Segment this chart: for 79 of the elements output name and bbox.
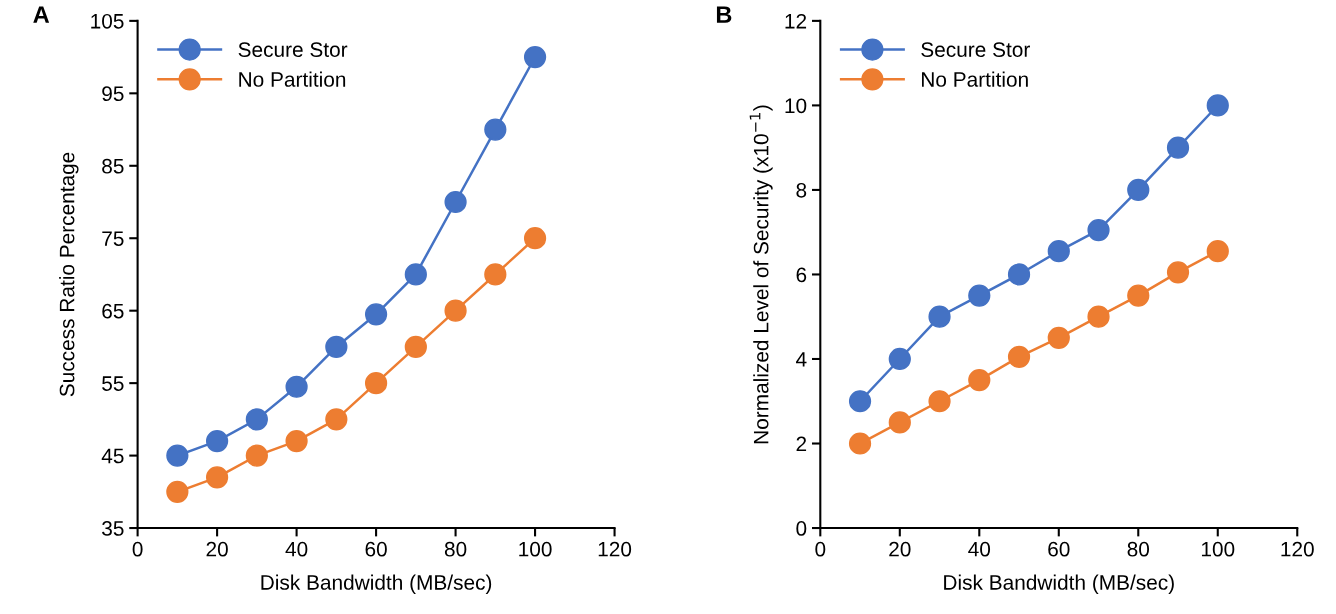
x-axis-title: Disk Bandwidth (MB/sec) — [944, 574, 1174, 594]
x-tick-label: 80 — [1127, 541, 1150, 557]
x-tick-label: 80 — [444, 541, 467, 557]
point — [523, 45, 547, 69]
point — [928, 305, 951, 328]
point — [928, 390, 951, 413]
y-tick-label: 12 — [785, 13, 807, 29]
x-tick-label: 60 — [1048, 541, 1070, 557]
point — [1087, 218, 1110, 242]
point — [444, 190, 467, 214]
point — [364, 372, 388, 395]
point — [205, 466, 229, 489]
y-tick-label: 75 — [102, 231, 124, 246]
y-tick-label: 6 — [796, 267, 807, 283]
y-axis-title: Success Ratio Percentage — [59, 152, 79, 397]
point — [444, 299, 467, 322]
point — [1166, 136, 1190, 159]
y-tick-label: 85 — [102, 158, 124, 174]
y-tick-label: 8 — [796, 182, 807, 198]
legend-label: No Partition — [922, 71, 1028, 87]
point — [1127, 178, 1150, 202]
x-axis-title: Disk Bandwidth (MB/sec) — [261, 574, 492, 594]
point — [1127, 284, 1150, 307]
x-tick-label: 40 — [285, 541, 308, 557]
point — [166, 444, 189, 467]
chart-title: A — [33, 6, 50, 23]
x-tick-label: 20 — [206, 541, 228, 557]
point — [245, 444, 268, 467]
point — [404, 263, 427, 286]
point — [968, 284, 991, 307]
x-tick-label: 100 — [1201, 541, 1235, 557]
point — [1166, 261, 1190, 284]
point — [1007, 345, 1031, 368]
legend-label: Secure Stor — [921, 42, 1030, 58]
point — [484, 263, 507, 286]
point — [848, 432, 872, 455]
point — [325, 335, 348, 359]
point — [166, 480, 189, 503]
y-tick-label: 45 — [101, 448, 124, 464]
legend-label: No Partition — [239, 71, 346, 87]
point — [1206, 94, 1229, 117]
point — [888, 347, 911, 371]
x-tick-label: 0 — [815, 541, 826, 557]
point — [364, 303, 388, 326]
point — [1087, 305, 1110, 328]
y-tick-label: 95 — [102, 86, 124, 102]
chart-title: B — [716, 6, 732, 23]
y-tick-label: 0 — [796, 521, 807, 536]
x-tick-label: 120 — [598, 541, 632, 557]
point — [285, 429, 308, 453]
point — [848, 390, 872, 413]
legend-label: Secure Stor — [238, 42, 348, 58]
y-tick-label: 65 — [102, 303, 124, 319]
point — [245, 408, 268, 431]
y-tick-label: 35 — [102, 521, 124, 536]
point — [523, 227, 547, 250]
y-tick-label: 55 — [102, 376, 124, 391]
x-tick-label: 40 — [968, 541, 991, 557]
y-tick-label: 4 — [796, 352, 807, 367]
x-tick-label: 0 — [132, 541, 143, 557]
point — [285, 375, 308, 398]
x-tick-label: 120 — [1281, 541, 1314, 557]
x-tick-label: 60 — [365, 541, 387, 557]
point — [888, 411, 911, 434]
point — [1047, 326, 1070, 349]
point — [1047, 240, 1070, 263]
point — [1007, 263, 1031, 286]
point — [968, 369, 991, 392]
x-tick-label: 100 — [519, 541, 552, 557]
point — [325, 408, 348, 431]
point — [205, 429, 229, 453]
y-tick-label: 10 — [785, 98, 807, 114]
point — [484, 118, 507, 141]
point — [404, 335, 427, 359]
y-axis-title: Normalized Level of Security (x10$^{−1}$) — [749, 105, 773, 444]
y-tick-label: 2 — [796, 436, 807, 452]
y-tick-label: 105 — [91, 13, 124, 29]
x-tick-label: 20 — [889, 541, 911, 557]
point — [1206, 240, 1229, 263]
